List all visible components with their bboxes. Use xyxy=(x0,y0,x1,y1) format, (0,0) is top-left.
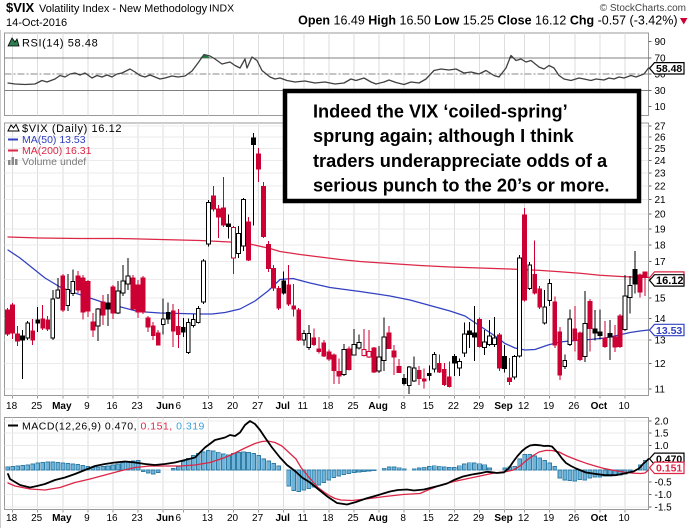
svg-text:RSI(14) 58.48: RSI(14) 58.48 xyxy=(22,38,98,50)
svg-text:22: 22 xyxy=(448,513,460,524)
svg-text:26: 26 xyxy=(568,401,580,412)
svg-text:15: 15 xyxy=(423,513,435,524)
svg-text:18: 18 xyxy=(322,513,334,524)
svg-text:21: 21 xyxy=(655,195,667,206)
svg-text:Oct: Oct xyxy=(591,401,608,412)
svg-text:12: 12 xyxy=(655,359,667,370)
svg-text:9: 9 xyxy=(84,513,90,524)
svg-text:10: 10 xyxy=(618,513,630,524)
svg-text:11: 11 xyxy=(298,513,309,524)
svg-text:13: 13 xyxy=(202,513,214,524)
svg-text:sprung again; although I think: sprung again; although I think xyxy=(313,126,575,146)
svg-text:Volume undef: Volume undef xyxy=(22,156,86,168)
svg-text:Open 16.49 High 16.50 Low 15.2: Open 16.49 High 16.50 Low 15.25 Close 16… xyxy=(298,14,677,28)
svg-text:14: 14 xyxy=(655,314,667,325)
svg-text:29: 29 xyxy=(473,401,485,412)
svg-text:50: 50 xyxy=(655,70,667,81)
svg-text:13.53: 13.53 xyxy=(656,325,682,337)
svg-text:traders underappreciate odds o: traders underappreciate odds of a xyxy=(313,151,608,171)
svg-text:27: 27 xyxy=(655,122,667,133)
svg-text:22: 22 xyxy=(655,182,667,193)
svg-text:$VIX (Daily) 16.12: $VIX (Daily) 16.12 xyxy=(22,123,122,135)
svg-text:13: 13 xyxy=(202,401,214,412)
svg-text:11: 11 xyxy=(298,401,309,412)
svg-text:16: 16 xyxy=(106,401,118,412)
svg-text:11: 11 xyxy=(655,385,666,396)
svg-text:24: 24 xyxy=(655,156,667,167)
svg-text:90: 90 xyxy=(655,37,667,48)
svg-text:Jun: Jun xyxy=(156,513,174,524)
svg-text:26: 26 xyxy=(568,513,580,524)
svg-text:18: 18 xyxy=(322,401,334,412)
svg-text:23: 23 xyxy=(132,401,144,412)
svg-text:© StockCharts.com: © StockCharts.com xyxy=(600,3,686,14)
svg-text:12: 12 xyxy=(518,401,530,412)
svg-text:Jul: Jul xyxy=(275,401,290,412)
svg-text:Indeed the VIX ‘coiled-spring’: Indeed the VIX ‘coiled-spring’ xyxy=(313,102,568,122)
svg-text:18: 18 xyxy=(6,401,18,412)
svg-text:25: 25 xyxy=(347,401,359,412)
svg-text:18: 18 xyxy=(655,240,667,251)
svg-text:1.0: 1.0 xyxy=(655,441,669,452)
svg-text:70: 70 xyxy=(655,53,667,64)
svg-text:-0.5: -0.5 xyxy=(655,478,673,489)
svg-text:Jul: Jul xyxy=(275,513,290,524)
svg-text:23: 23 xyxy=(132,513,144,524)
svg-text:16.12: 16.12 xyxy=(656,275,684,287)
svg-text:17: 17 xyxy=(655,257,667,268)
svg-text:May: May xyxy=(52,401,72,412)
svg-text:MA(200) 16.31: MA(200) 16.31 xyxy=(22,145,92,157)
svg-text:25: 25 xyxy=(31,513,43,524)
svg-text:9: 9 xyxy=(84,401,90,412)
svg-text:25: 25 xyxy=(655,144,667,155)
svg-text:22: 22 xyxy=(448,401,460,412)
svg-text:19: 19 xyxy=(655,225,667,236)
svg-text:15: 15 xyxy=(423,401,435,412)
svg-text:12: 12 xyxy=(518,513,530,524)
svg-text:25: 25 xyxy=(31,401,43,412)
svg-text:30: 30 xyxy=(655,86,667,97)
svg-text:-1.5: -1.5 xyxy=(655,502,673,513)
svg-text:23: 23 xyxy=(655,169,667,180)
svg-text:Aug: Aug xyxy=(368,401,387,412)
svg-text:20: 20 xyxy=(227,513,239,524)
svg-text:Jun: Jun xyxy=(156,401,174,412)
svg-text:8: 8 xyxy=(400,513,406,524)
svg-text:10: 10 xyxy=(618,401,630,412)
svg-text:19: 19 xyxy=(543,401,555,412)
svg-text:27: 27 xyxy=(252,401,264,412)
svg-text:6: 6 xyxy=(176,401,182,412)
svg-text:serious punch to the 20’s or m: serious punch to the 20’s or more. xyxy=(313,176,609,196)
svg-text:Sep: Sep xyxy=(494,401,512,412)
svg-text:20: 20 xyxy=(655,210,667,221)
svg-text:INDX: INDX xyxy=(209,3,234,15)
svg-text:16: 16 xyxy=(106,513,118,524)
svg-text:14-Oct-2016: 14-Oct-2016 xyxy=(6,17,67,29)
svg-text:6: 6 xyxy=(176,513,182,524)
svg-text:May: May xyxy=(52,513,72,524)
svg-text:8: 8 xyxy=(400,401,406,412)
svg-text:Volatility Index - New Methodo: Volatility Index - New Methodology xyxy=(39,3,208,15)
svg-text:15: 15 xyxy=(655,294,667,305)
svg-text:Aug: Aug xyxy=(368,513,387,524)
svg-text:-1.0: -1.0 xyxy=(655,490,673,501)
svg-text:27: 27 xyxy=(252,513,264,524)
svg-text:58.48: 58.48 xyxy=(656,63,682,75)
svg-text:1.5: 1.5 xyxy=(655,429,669,440)
svg-text:10: 10 xyxy=(655,102,667,113)
svg-text:20: 20 xyxy=(227,401,239,412)
svg-text:Sep: Sep xyxy=(494,513,512,524)
svg-text:Oct: Oct xyxy=(591,513,608,524)
svg-text:2.0: 2.0 xyxy=(655,417,669,428)
svg-text:29: 29 xyxy=(473,513,485,524)
svg-text:19: 19 xyxy=(543,513,555,524)
svg-text:MACD(12,26,9) 0.470, 0.151, 0.: MACD(12,26,9) 0.470, 0.151, 0.319 xyxy=(22,421,205,433)
svg-text:13: 13 xyxy=(655,336,667,347)
svg-text:$VIX: $VIX xyxy=(6,0,35,15)
svg-text:0.151: 0.151 xyxy=(656,463,682,475)
svg-text:25: 25 xyxy=(347,513,359,524)
svg-text:26: 26 xyxy=(655,133,667,144)
svg-text:18: 18 xyxy=(6,513,18,524)
svg-text:MA(50) 13.53: MA(50) 13.53 xyxy=(22,134,86,146)
